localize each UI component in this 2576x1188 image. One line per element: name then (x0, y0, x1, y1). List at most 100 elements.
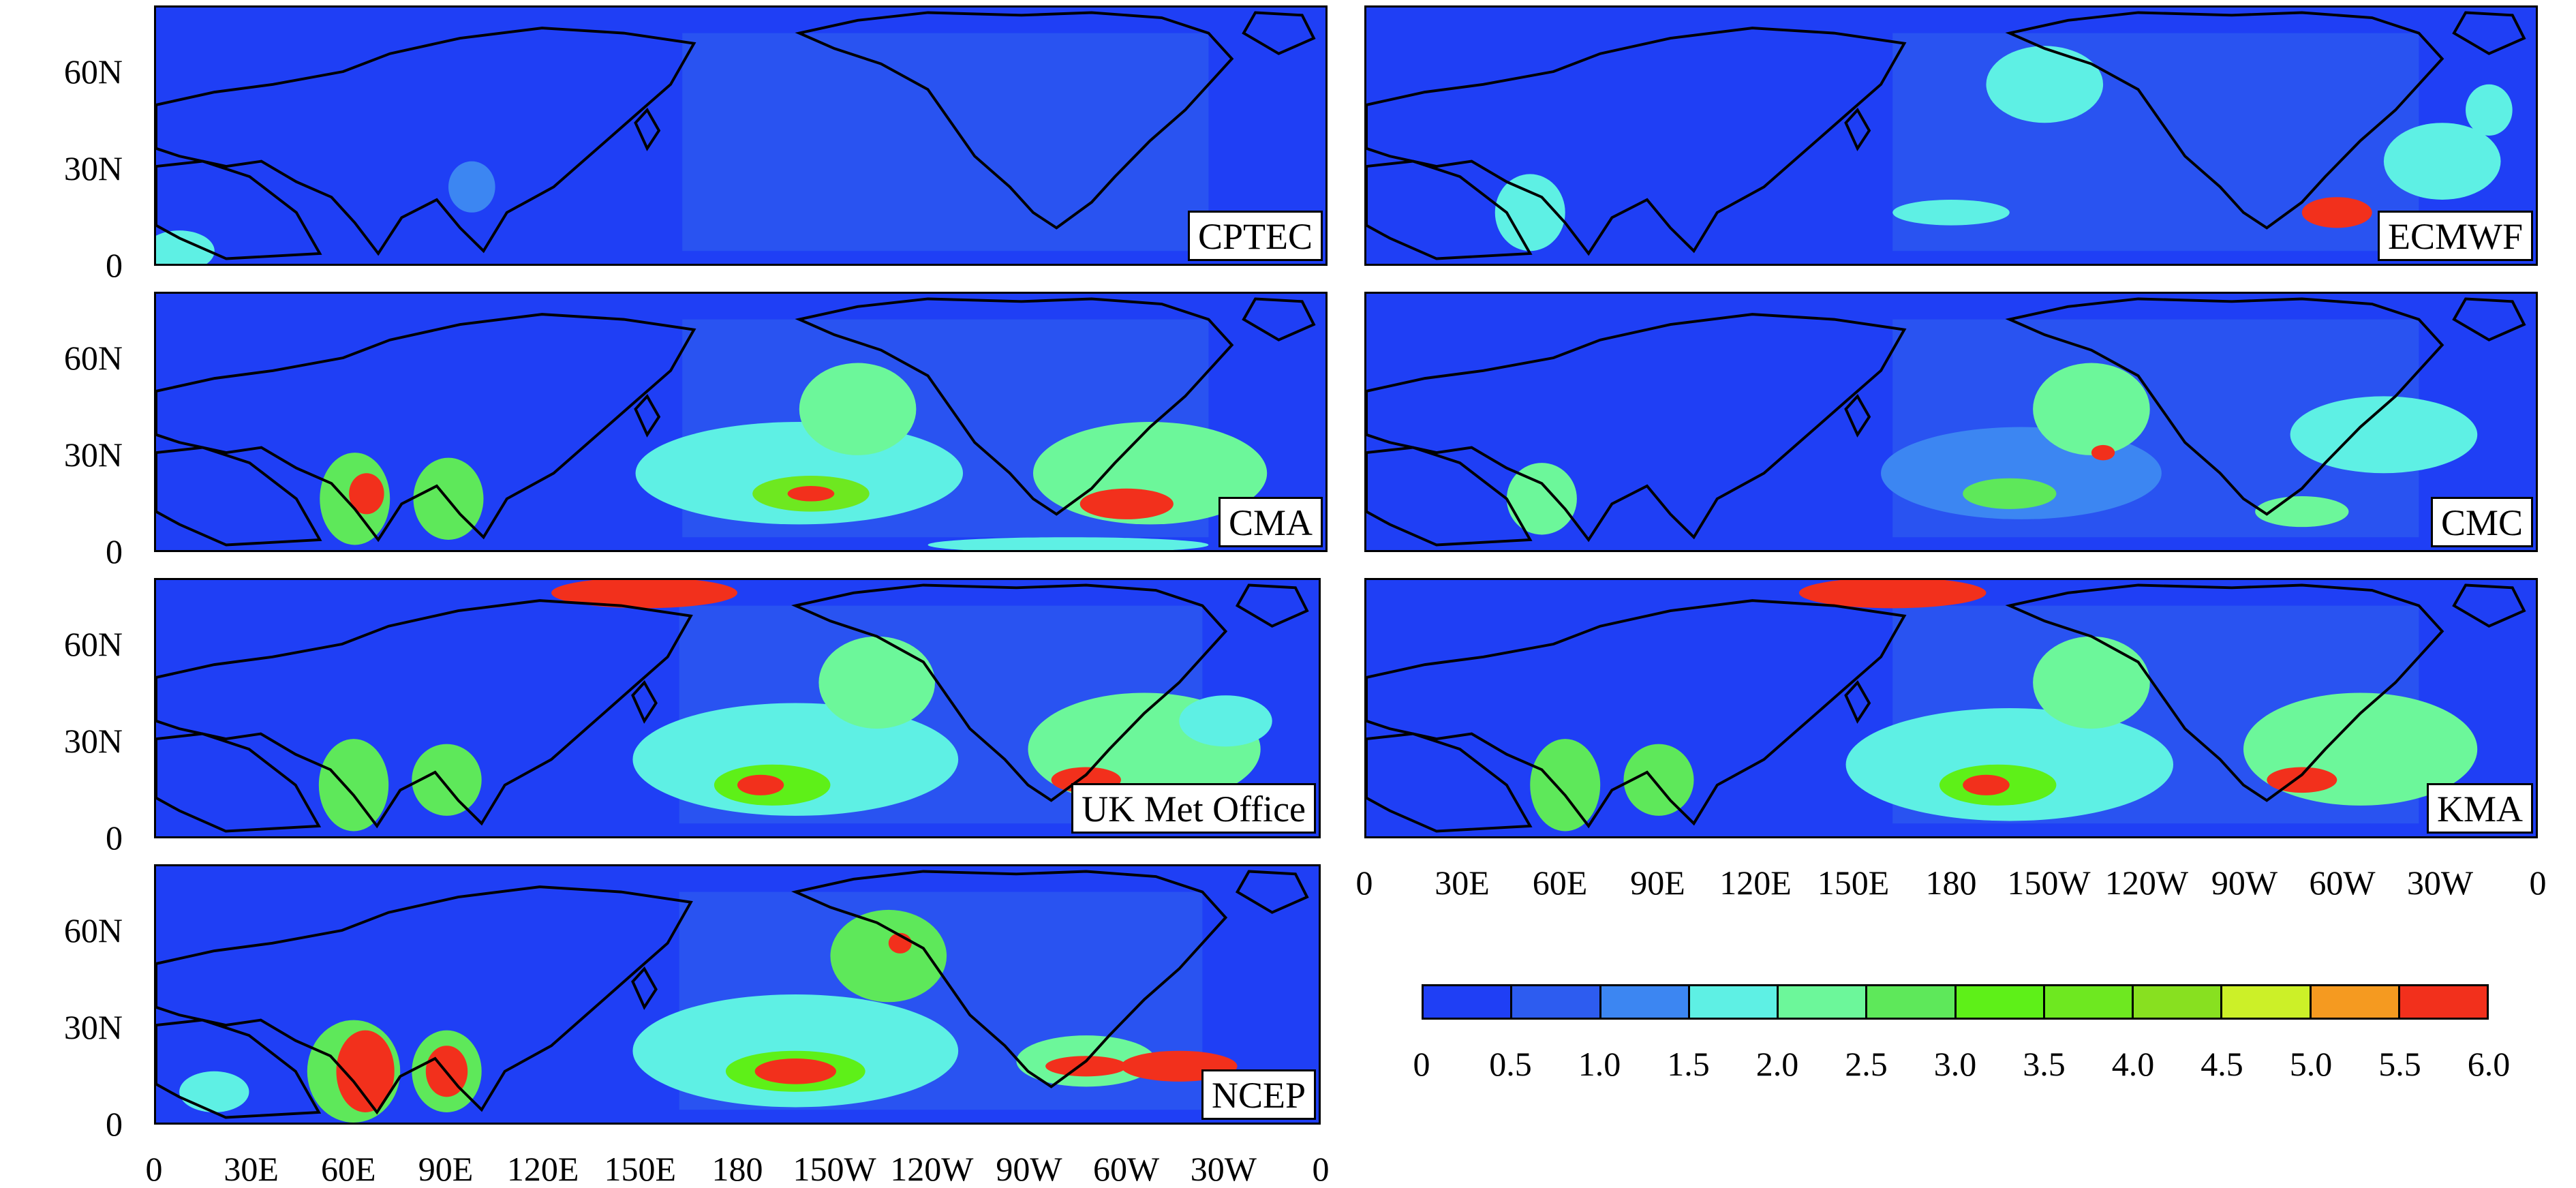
panel-ecmwf: ECMWF (1364, 5, 2538, 266)
precip-blob-2 (1623, 744, 1694, 816)
x-axis-left-tick-12: 0 (1312, 1150, 1330, 1188)
precip-blob-3 (632, 703, 959, 816)
y-tick-60n-row4: 60N (63, 911, 123, 949)
colorbar-label-10: 5.0 (2289, 1045, 2333, 1083)
precip-blob-2 (1963, 478, 2057, 509)
x-axis-left-tick-7: 150W (793, 1150, 876, 1188)
precip-blob-5 (632, 994, 959, 1108)
coastline-3 (634, 108, 661, 151)
y-tick-60n-row3: 60N (63, 625, 123, 663)
precip-blob-1 (349, 473, 384, 515)
precip-blob-6 (818, 636, 936, 729)
coastline-1 (795, 297, 1234, 516)
precip-blob-5 (2466, 84, 2513, 136)
x-axis-left-tick-1: 30E (224, 1150, 279, 1188)
x-axis-right-tick-0: 0 (1355, 864, 1373, 902)
colorbar-label-7: 3.5 (2023, 1045, 2066, 1083)
coastline-3 (1844, 108, 1871, 151)
coastline-2 (156, 159, 322, 260)
x-axis-right-tick-2: 60E (1532, 864, 1588, 902)
coastline-2 (1366, 159, 1533, 260)
precip-blob-1 (1892, 200, 2010, 226)
precip-blob-6 (2290, 396, 2478, 474)
x-axis-left-tick-10: 60W (1093, 1150, 1160, 1188)
colorbar-swatch-2 (1601, 986, 1690, 1018)
y-tick-60n-row2: 60N (63, 339, 123, 377)
panel-cma: CMA (154, 292, 1328, 552)
coastline-3 (631, 680, 658, 724)
model-label-kma: KMA (2426, 783, 2533, 834)
colorbar-swatch-6 (1956, 986, 2045, 1018)
precip-blob-4 (2383, 123, 2501, 200)
colorbar (1422, 984, 2489, 1020)
x-axis-right-tick-9: 90W (2211, 864, 2278, 902)
precip-blob-3 (2033, 363, 2150, 455)
coastline-0 (1366, 599, 1907, 829)
panel-ncep: NCEP (154, 864, 1321, 1125)
colorbar-label-0: 0 (1413, 1045, 1430, 1083)
colorbar-label-11: 5.5 (2378, 1045, 2421, 1083)
coastline-2 (1366, 446, 1533, 547)
model-label-ecmwf: ECMWF (2377, 211, 2533, 261)
coastline-1 (2005, 11, 2444, 230)
panel-kma: KMA (1364, 578, 2538, 838)
colorbar-label-6: 3.0 (1933, 1045, 1977, 1083)
model-label-cmc: CMC (2430, 497, 2533, 547)
ocean-band (682, 33, 1209, 252)
y-tick-0-row4: 0 (106, 1105, 123, 1143)
precip-blob-9 (927, 537, 1209, 550)
colorbar-swatch-3 (1689, 986, 1779, 1018)
colorbar-label-12: 6.0 (2467, 1045, 2511, 1083)
x-axis-right-tick-7: 150W (2007, 864, 2091, 902)
precip-blob-0 (1494, 174, 1565, 252)
precip-blob-2 (1986, 46, 2104, 123)
x-axis-left-tick-9: 90W (996, 1150, 1062, 1188)
precip-blob-0 (1798, 580, 1987, 609)
coastline-0 (1366, 27, 1907, 256)
model-label-ncep: NCEP (1201, 1069, 1316, 1120)
precip-blob-1 (1530, 739, 1601, 832)
colorbar-swatch-5 (1867, 986, 1957, 1018)
coastline-0 (156, 885, 693, 1115)
y-tick-30n-row1: 30N (63, 149, 123, 187)
precip-blob-11 (1045, 1056, 1127, 1077)
x-axis-right-tick-11: 30W (2406, 864, 2474, 902)
precip-blob-0 (1506, 463, 1577, 535)
precip-map-ecmwf (1366, 7, 2536, 264)
precip-blob-9 (1179, 695, 1272, 747)
precip-blob-2 (412, 744, 482, 816)
precip-blob-0 (179, 1071, 249, 1112)
x-axis-left-tick-2: 60E (321, 1150, 376, 1188)
coastline-4 (1235, 583, 1309, 628)
y-tick-30n-row2: 30N (63, 436, 123, 474)
x-axis-left-tick-11: 30W (1190, 1150, 1257, 1188)
precip-blob-3 (1845, 708, 2174, 821)
precip-blob-6 (2033, 636, 2150, 729)
y-tick-0-row1: 0 (106, 246, 123, 284)
coastline-3 (634, 394, 661, 438)
x-axis-left-tick-8: 120W (890, 1150, 974, 1188)
x-axis-right-tick-1: 30E (1435, 864, 1490, 902)
colorbar-label-8: 4.0 (2111, 1045, 2155, 1083)
precip-blob-1 (448, 161, 495, 213)
colorbar-swatch-11 (2399, 986, 2487, 1018)
coastline-2 (1366, 732, 1533, 833)
colorbar-swatch-1 (1512, 986, 1601, 1018)
model-label-cma: CMA (1218, 497, 1323, 547)
coastline-2 (156, 732, 322, 833)
precip-blob-7 (754, 1058, 837, 1084)
colorbar-label-1: 0.5 (1489, 1045, 1532, 1083)
colorbar-swatch-9 (2222, 986, 2312, 1018)
coastline-1 (2005, 297, 2444, 516)
coastline-4 (1235, 870, 1309, 914)
y-tick-30n-row4: 30N (63, 1008, 123, 1046)
precip-blob-1 (318, 739, 389, 832)
colorbar-label-5: 2.5 (1845, 1045, 1888, 1083)
precip-blob-8 (2267, 767, 2337, 793)
precip-blob-2 (336, 1030, 395, 1112)
coastline-4 (2452, 11, 2526, 55)
y-tick-0-row3: 0 (106, 819, 123, 857)
precip-blob-0 (156, 230, 215, 264)
model-label-ukmo: UK Met Office (1071, 783, 1316, 834)
coastline-2 (156, 1018, 322, 1119)
